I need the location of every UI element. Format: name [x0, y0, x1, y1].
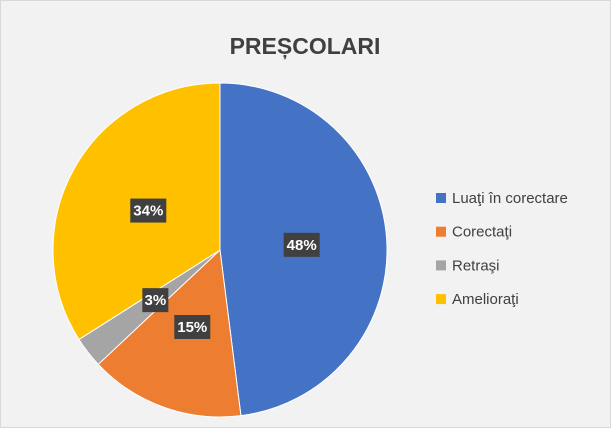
legend-label: Retraşi [452, 257, 500, 274]
legend-swatch [436, 226, 446, 237]
chart-title: PREȘCOLARI [230, 33, 381, 60]
legend-label: Amelioraţi [452, 291, 519, 308]
legend-label: Corectaţi [452, 224, 512, 241]
data-label-box [174, 314, 211, 339]
legend-swatch [436, 294, 446, 305]
data-label: 34% [133, 203, 163, 220]
legend-swatch [436, 260, 446, 271]
pie-slice [97, 248, 242, 418]
data-label: 48% [287, 237, 317, 254]
data-label: 3% [144, 292, 166, 309]
data-label: 15% [177, 319, 207, 336]
legend-swatch [436, 193, 446, 203]
data-label-box [283, 232, 320, 257]
legend-label: Luaţi în corectare [452, 190, 568, 207]
data-label-box [142, 288, 169, 313]
data-label-box [130, 198, 167, 223]
